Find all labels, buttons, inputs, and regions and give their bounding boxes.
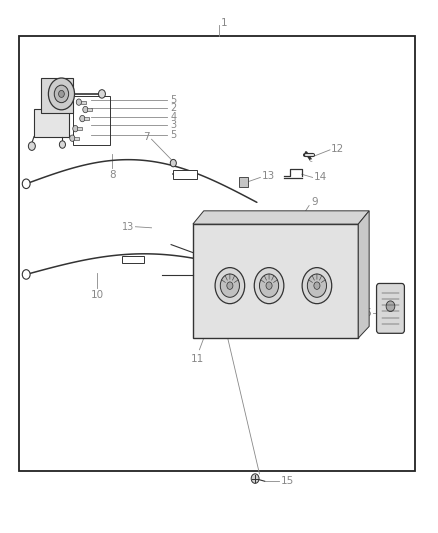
Circle shape	[386, 301, 395, 311]
Circle shape	[259, 274, 279, 297]
Circle shape	[22, 179, 30, 189]
Bar	[19, 36, 415, 471]
Bar	[34, 109, 69, 136]
Circle shape	[54, 85, 69, 103]
Text: 14: 14	[314, 172, 327, 182]
Circle shape	[73, 125, 78, 132]
Circle shape	[60, 141, 65, 148]
Text: 2: 2	[170, 103, 177, 114]
Bar	[122, 256, 144, 263]
Bar	[77, 127, 82, 130]
Polygon shape	[193, 211, 369, 224]
Circle shape	[227, 282, 233, 289]
Text: 1: 1	[221, 18, 228, 28]
Bar	[74, 136, 79, 140]
Circle shape	[59, 91, 64, 98]
Text: 13: 13	[262, 172, 276, 181]
Circle shape	[83, 107, 88, 113]
Bar	[173, 170, 197, 179]
Text: 4: 4	[170, 112, 177, 122]
Circle shape	[220, 274, 240, 297]
Text: 11: 11	[191, 354, 204, 364]
Circle shape	[170, 159, 177, 167]
Text: 12: 12	[331, 144, 345, 154]
Circle shape	[251, 474, 259, 483]
Bar	[84, 117, 89, 120]
Bar	[73, 96, 110, 144]
Bar	[87, 108, 92, 111]
Text: 15: 15	[280, 477, 293, 486]
Text: 5: 5	[170, 130, 177, 140]
Bar	[41, 78, 74, 114]
Bar	[193, 224, 358, 338]
Text: 3: 3	[170, 120, 177, 131]
Circle shape	[254, 268, 284, 304]
Circle shape	[22, 270, 30, 279]
Circle shape	[70, 135, 75, 141]
Circle shape	[76, 99, 81, 106]
Text: 13: 13	[122, 222, 134, 232]
Circle shape	[314, 282, 320, 289]
Text: 7: 7	[143, 132, 149, 142]
Bar	[239, 177, 248, 187]
Circle shape	[215, 268, 245, 304]
Text: 9: 9	[311, 197, 318, 207]
Text: 6: 6	[364, 308, 371, 318]
Circle shape	[80, 115, 85, 122]
Bar	[81, 101, 86, 104]
Circle shape	[266, 282, 272, 289]
Polygon shape	[358, 211, 369, 338]
Text: 10: 10	[91, 290, 104, 301]
Circle shape	[28, 142, 35, 150]
Circle shape	[99, 90, 106, 98]
Circle shape	[48, 78, 74, 110]
Circle shape	[307, 274, 326, 297]
FancyBboxPatch shape	[377, 284, 404, 333]
Circle shape	[302, 268, 332, 304]
Text: 5: 5	[170, 95, 177, 105]
Text: 8: 8	[109, 170, 116, 180]
